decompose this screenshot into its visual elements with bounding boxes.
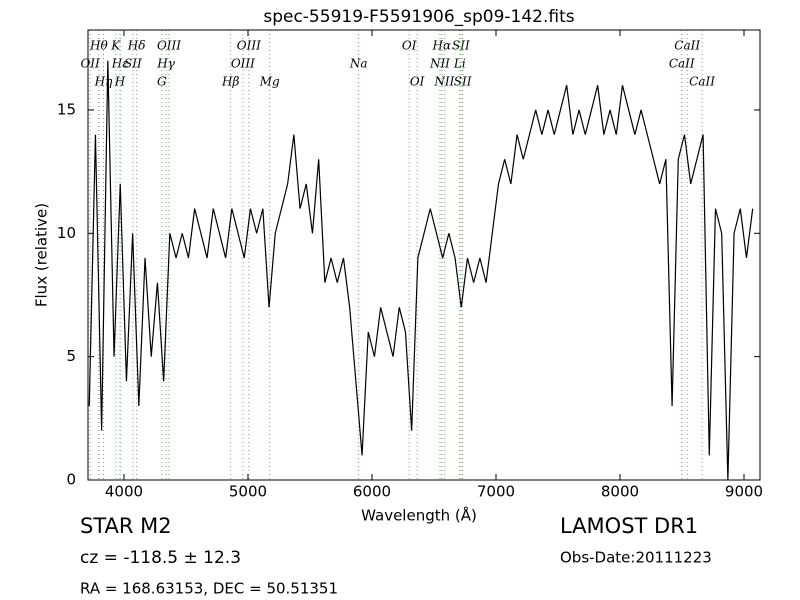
x-tick-label: 6000 <box>353 483 391 501</box>
line-label: CaII <box>669 57 695 71</box>
line-label: Hβ <box>221 75 239 89</box>
x-tick-label: 4000 <box>105 483 143 501</box>
line-label: Hε <box>111 57 129 71</box>
line-label: NII <box>433 75 454 89</box>
y-axis-label: Flux (relative) <box>33 203 51 307</box>
x-axis-label: Wavelength (Å) <box>361 506 477 525</box>
chart-title: spec-55919-F5591906_sp09-142.fits <box>263 7 574 27</box>
line-label: OIII <box>231 57 255 71</box>
x-tick-label: 9000 <box>725 483 763 501</box>
line-label: SII <box>452 39 470 53</box>
y-tick-label: 0 <box>66 471 76 489</box>
info-text: LAMOST DR1 <box>560 514 698 538</box>
line-label: NII <box>429 57 450 71</box>
line-label: Mg <box>259 75 280 89</box>
info-text: RA = 168.63153, DEC = 50.51351 <box>80 580 338 598</box>
y-tick-label: 5 <box>66 347 76 365</box>
line-label: OIII <box>157 39 181 53</box>
line-label: SII <box>454 75 472 89</box>
info-text: Obs-Date:20111223 <box>560 549 712 567</box>
line-label: Hγ <box>156 57 175 71</box>
line-label: Hθ <box>89 39 108 53</box>
y-tick-label: 15 <box>57 100 76 118</box>
plot-frame <box>87 29 761 481</box>
line-label: CaII <box>674 39 700 53</box>
line-label: Na <box>349 57 368 71</box>
line-label: SII <box>124 57 142 71</box>
y-tick-label: 10 <box>57 224 76 242</box>
x-tick-label: 5000 <box>229 483 267 501</box>
line-label: Li <box>453 57 466 71</box>
line-label: OI <box>410 75 425 89</box>
line-label: Hα <box>432 39 452 53</box>
line-label: K <box>110 39 121 53</box>
line-label: Hη <box>94 75 113 89</box>
spectrum-line <box>88 60 754 480</box>
x-tick-label: 7000 <box>477 483 515 501</box>
line-label: H <box>114 75 126 89</box>
line-label: OII <box>80 57 100 71</box>
line-label: Hδ <box>127 39 146 53</box>
line-label: CaII <box>689 75 715 89</box>
info-text: cz = -118.5 ± 12.3 <box>80 548 241 568</box>
line-label: G <box>157 75 167 89</box>
x-tick-label: 8000 <box>601 483 639 501</box>
line-label: OIII <box>237 39 261 53</box>
line-label: OI <box>402 39 417 53</box>
info-text: STAR M2 <box>80 514 172 538</box>
